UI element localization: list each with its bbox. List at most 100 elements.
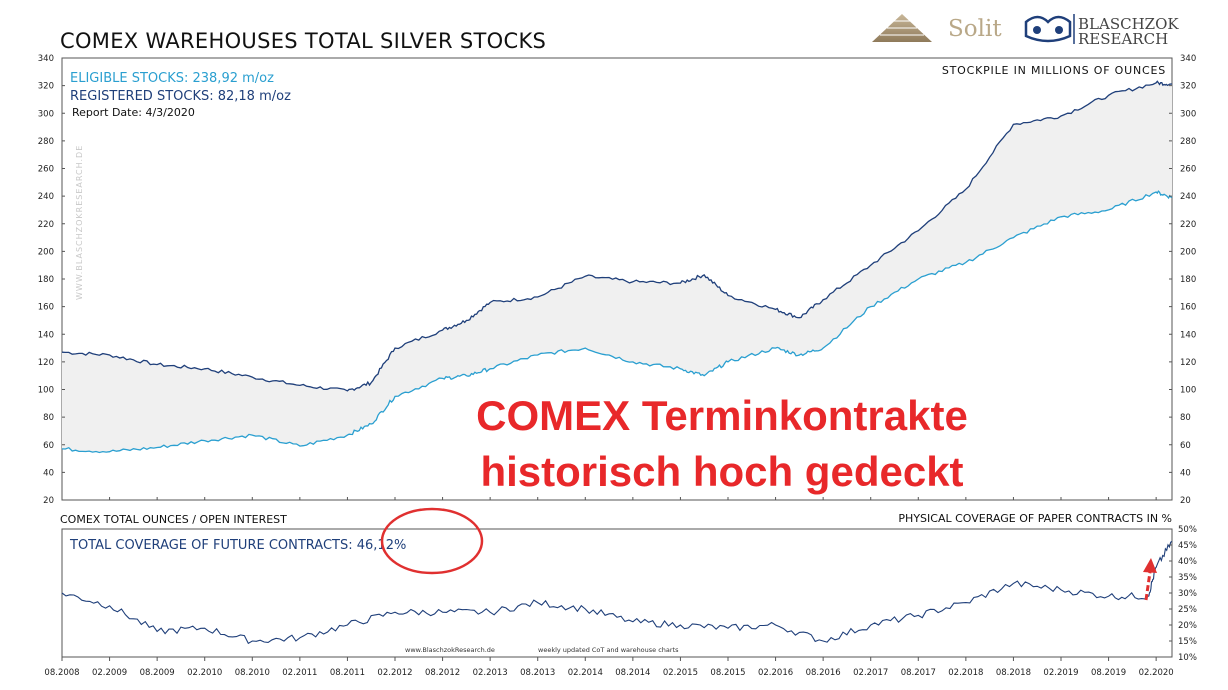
y-tick-left-label: 300 xyxy=(38,109,54,119)
lower-series-lines xyxy=(61,540,1173,645)
highlight-ellipse xyxy=(380,507,484,575)
x-axis: 08.2008 02.2009 08.2009 02.2010 08.2010 02.20… xyxy=(44,497,1174,678)
y-tick-left-label: 80 xyxy=(43,413,54,423)
y-tick-right-label: 120 xyxy=(1180,358,1196,368)
lower-y-tick-label: 20% xyxy=(1178,621,1197,631)
y-tick-left-label: 260 xyxy=(38,165,54,175)
x-tick-label: 08.2019 xyxy=(1091,668,1126,678)
x-tick-label: 02.2020 xyxy=(1139,668,1174,678)
x-tick-label: 02.2014 xyxy=(568,668,603,678)
x-tick-label: 08.2018 xyxy=(996,668,1031,678)
y-tick-right-label: 260 xyxy=(1180,165,1196,175)
x-tick-label: 02.2018 xyxy=(948,668,983,678)
lower-y-tick-label: 35% xyxy=(1178,573,1197,583)
y-tick-right-label: 240 xyxy=(1180,192,1196,202)
blaschzok-logo: BLASCHZOK RESEARCH xyxy=(1024,14,1179,48)
x-tick-label: 02.2019 xyxy=(1043,668,1078,678)
y-tick-right-label: 200 xyxy=(1180,247,1196,257)
y-tick-left-label: 220 xyxy=(38,220,54,230)
lower-y-tick-label: 15% xyxy=(1178,637,1197,647)
series-line-total xyxy=(61,80,1173,392)
y-tick-right-label: 100 xyxy=(1180,386,1196,396)
overlay-line-2: historisch hoch gedeckt xyxy=(480,448,963,495)
lower-plot-frame xyxy=(61,528,1173,658)
overlay-line-1: COMEX Terminkontrakte xyxy=(476,392,968,439)
y-tick-left-label: 200 xyxy=(38,247,54,257)
y-tick-left-label: 100 xyxy=(38,386,54,396)
y-tick-right-label: 40 xyxy=(1180,468,1191,478)
chart-title: COMEX WAREHOUSES TOTAL SILVER STOCKS xyxy=(60,29,546,53)
y-tick-right-label: 140 xyxy=(1180,330,1196,340)
y-tick-left-label: 340 xyxy=(38,54,54,64)
y-tick-left-label: 120 xyxy=(38,358,54,368)
x-tick-label: 02.2013 xyxy=(473,668,508,678)
x-tick-label: 08.2011 xyxy=(330,668,365,678)
x-tick-label: 08.2012 xyxy=(425,668,460,678)
x-tick-label: 08.2017 xyxy=(901,668,936,678)
upper-y-axis-left: 20 40 60 80 100 120 140 160 180 200 220 240 260 280 30… xyxy=(38,54,65,506)
lower-y-axis-right: 10% 15% 20% 25% 30% 35% 40% 45% 50% xyxy=(1169,525,1197,663)
x-tick-label: 02.2015 xyxy=(663,668,698,678)
pyramid-icon xyxy=(872,14,932,42)
x-tick-label: 02.2009 xyxy=(92,668,127,678)
registered-stocks-label: REGISTERED STOCKS: 82,18 m/oz xyxy=(70,89,291,104)
blaschzok-logo-line1: BLASCHZOK xyxy=(1078,15,1179,33)
coverage-label: TOTAL COVERAGE OF FUTURE CONTRACTS: 46,1… xyxy=(69,538,406,553)
upper-series-lines xyxy=(61,80,1173,454)
x-tick-label: 08.2016 xyxy=(806,668,841,678)
y-tick-left-label: 140 xyxy=(38,330,54,340)
y-tick-right-label: 220 xyxy=(1180,220,1196,230)
eligible-stocks-label: ELIGIBLE STOCKS: 238,92 m/oz xyxy=(70,71,274,86)
y-tick-left-label: 280 xyxy=(38,137,54,147)
y-tick-left-label: 240 xyxy=(38,192,54,202)
series-line-coverage xyxy=(61,540,1173,645)
y-tick-right-label: 60 xyxy=(1180,441,1191,451)
lower-y-tick-label: 40% xyxy=(1178,557,1197,567)
y-tick-left-label: 60 xyxy=(43,441,54,451)
up-arrow-icon xyxy=(1143,558,1157,601)
y-tick-right-label: 340 xyxy=(1180,54,1196,64)
report-date-label: Report Date: 4/3/2020 xyxy=(72,106,195,119)
ship-emblem-icon xyxy=(1024,15,1072,43)
x-tick-label: 08.2013 xyxy=(520,668,555,678)
lower-left-title: COMEX TOTAL OUNCES / OPEN INTEREST xyxy=(60,513,287,526)
lower-right-title: PHYSICAL COVERAGE OF PAPER CONTRACTS IN … xyxy=(898,512,1172,525)
y-tick-right-label: 160 xyxy=(1180,303,1196,313)
solit-logo: Solit xyxy=(872,14,1002,42)
x-tick-label: 02.2016 xyxy=(758,668,793,678)
x-tick-label: 02.2011 xyxy=(282,668,317,678)
lower-y-tick-label: 45% xyxy=(1178,541,1197,551)
y-tick-left-label: 160 xyxy=(38,303,54,313)
blaschzok-logo-line2: RESEARCH xyxy=(1078,30,1168,48)
y-tick-right-label: 80 xyxy=(1180,413,1191,423)
x-tick-label: 08.2014 xyxy=(615,668,650,678)
y-tick-right-label: 20 xyxy=(1180,496,1191,506)
x-tick-label: 02.2012 xyxy=(377,668,412,678)
footer-site: www.BlaschzokResearch.de xyxy=(405,646,495,654)
y-tick-right-label: 300 xyxy=(1180,109,1196,119)
units-note: STOCKPILE IN MILLIONS OF OUNCES xyxy=(942,64,1166,77)
lower-y-tick-label: 25% xyxy=(1178,605,1197,615)
x-tick-label: 08.2009 xyxy=(140,668,175,678)
footer-note: weekly updated CoT and warehouse charts xyxy=(538,646,679,654)
x-tick-label: 02.2017 xyxy=(853,668,888,678)
x-tick-label: 08.2008 xyxy=(44,668,79,678)
y-tick-right-label: 180 xyxy=(1180,275,1196,285)
series-line-eligible xyxy=(61,190,1173,454)
y-tick-right-label: 280 xyxy=(1180,137,1196,147)
y-tick-left-label: 40 xyxy=(43,468,54,478)
y-tick-left-label: 320 xyxy=(38,82,54,92)
x-tick-label: 08.2010 xyxy=(235,668,270,678)
solit-logo-text: Solit xyxy=(948,16,1002,42)
lower-y-tick-label: 30% xyxy=(1178,589,1197,599)
lower-y-tick-label: 10% xyxy=(1178,653,1197,663)
y-tick-left-label: 180 xyxy=(38,275,54,285)
lower-y-tick-label: 50% xyxy=(1178,525,1197,535)
watermark: WWW.BLASCHZOKRESEARCH.DE xyxy=(75,145,84,300)
y-tick-left-label: 20 xyxy=(43,496,54,506)
upper-y-axis-right: 20 40 60 80 100 120 140 160 180 200 220 240 260 280 30… xyxy=(1169,54,1196,506)
x-tick-label: 02.2010 xyxy=(187,668,222,678)
x-tick-label: 08.2015 xyxy=(710,668,745,678)
y-tick-right-label: 320 xyxy=(1180,82,1196,92)
